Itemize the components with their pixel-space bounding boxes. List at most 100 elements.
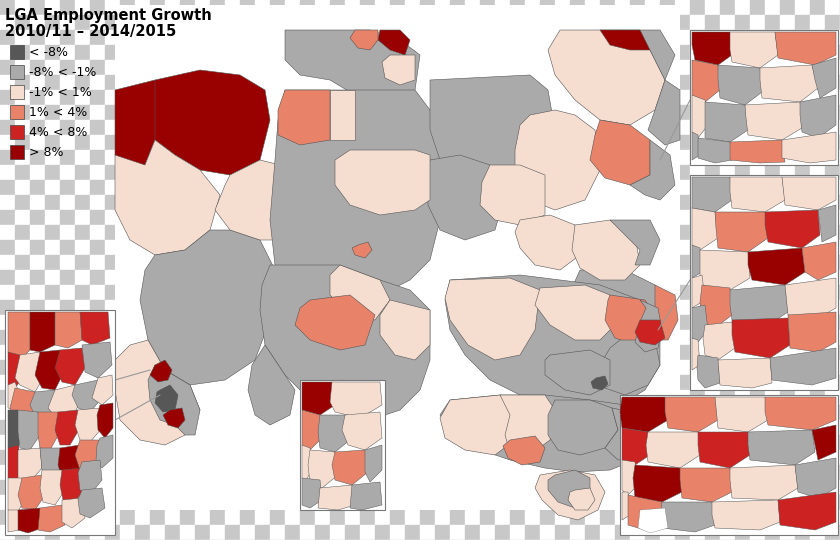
Bar <box>630 255 645 270</box>
Bar <box>630 375 645 390</box>
Bar <box>0 30 15 45</box>
Bar <box>90 270 105 285</box>
Bar <box>345 360 360 375</box>
Bar <box>165 45 180 60</box>
Bar <box>630 360 645 375</box>
Bar <box>555 15 570 30</box>
Bar <box>15 375 30 390</box>
Bar <box>600 450 615 465</box>
Bar <box>480 420 495 435</box>
Bar <box>525 240 540 255</box>
Bar <box>570 405 585 420</box>
Bar <box>600 465 615 480</box>
Bar <box>675 135 690 150</box>
Polygon shape <box>745 102 802 140</box>
Bar <box>120 285 135 300</box>
Bar <box>825 45 840 60</box>
Bar <box>345 240 360 255</box>
Bar <box>435 480 450 495</box>
Bar <box>705 270 720 285</box>
Bar <box>465 195 480 210</box>
Bar <box>585 180 600 195</box>
Bar <box>645 435 660 450</box>
Bar <box>255 375 270 390</box>
Polygon shape <box>818 205 836 242</box>
Bar <box>30 345 45 360</box>
Polygon shape <box>10 388 38 425</box>
Polygon shape <box>302 382 335 415</box>
Bar <box>150 255 165 270</box>
Bar <box>630 270 645 285</box>
Bar <box>780 480 795 495</box>
Bar <box>360 330 375 345</box>
Bar <box>30 375 45 390</box>
Bar <box>180 405 195 420</box>
Bar <box>795 105 810 120</box>
Bar <box>300 300 315 315</box>
Bar <box>90 165 105 180</box>
Bar <box>240 150 255 165</box>
Bar <box>630 75 645 90</box>
Bar <box>105 105 120 120</box>
Bar <box>540 0 555 15</box>
Bar <box>60 360 75 375</box>
Bar <box>45 105 60 120</box>
Bar <box>10 125 24 139</box>
Bar <box>390 405 405 420</box>
Bar <box>810 45 825 60</box>
Bar <box>720 135 735 150</box>
Bar <box>690 195 705 210</box>
Bar <box>540 225 555 240</box>
Bar <box>270 0 285 15</box>
Bar <box>30 225 45 240</box>
Bar <box>345 45 360 60</box>
Bar <box>75 330 90 345</box>
Text: 4% < 8%: 4% < 8% <box>29 125 87 138</box>
Bar <box>690 180 705 195</box>
Bar <box>660 480 675 495</box>
Bar <box>510 75 525 90</box>
Bar <box>405 240 420 255</box>
Bar <box>795 210 810 225</box>
Bar <box>795 165 810 180</box>
Bar <box>645 30 660 45</box>
Bar <box>795 135 810 150</box>
Bar <box>180 240 195 255</box>
Bar <box>780 270 795 285</box>
Bar <box>210 315 225 330</box>
Bar <box>480 465 495 480</box>
Bar <box>555 285 570 300</box>
Bar <box>765 390 780 405</box>
Bar <box>510 240 525 255</box>
Bar <box>390 60 405 75</box>
Bar <box>135 300 150 315</box>
Bar <box>30 405 45 420</box>
Bar <box>720 105 735 120</box>
Bar <box>300 90 315 105</box>
Bar <box>90 120 105 135</box>
Bar <box>435 90 450 105</box>
Bar <box>645 405 660 420</box>
Bar <box>240 225 255 240</box>
Bar <box>195 225 210 240</box>
Bar <box>30 120 45 135</box>
Bar <box>525 195 540 210</box>
Bar <box>675 360 690 375</box>
Bar <box>195 165 210 180</box>
Bar <box>435 450 450 465</box>
Bar <box>525 510 540 525</box>
Bar <box>360 210 375 225</box>
Bar <box>195 495 210 510</box>
Polygon shape <box>692 275 705 308</box>
Bar <box>720 30 735 45</box>
Bar <box>330 360 345 375</box>
Bar <box>390 120 405 135</box>
Bar <box>60 300 75 315</box>
Bar <box>90 525 105 540</box>
Bar <box>690 270 705 285</box>
Bar <box>525 165 540 180</box>
Bar <box>90 315 105 330</box>
Bar <box>360 465 375 480</box>
Bar <box>765 285 780 300</box>
Polygon shape <box>335 150 430 215</box>
